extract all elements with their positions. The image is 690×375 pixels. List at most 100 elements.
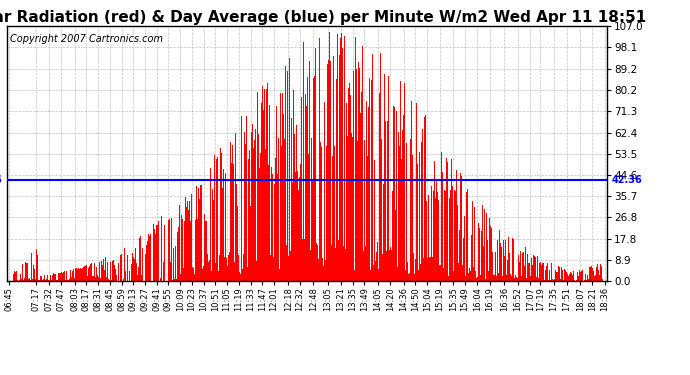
Bar (554, 279, 555, 281)
Bar (548, 280, 549, 281)
Bar (494, 275, 495, 281)
Bar (507, 260, 508, 281)
Bar (50, 275, 51, 281)
Bar (303, 42, 304, 281)
Bar (342, 48, 343, 281)
Bar (557, 273, 558, 281)
Bar (94, 266, 95, 281)
Bar (39, 280, 40, 281)
Bar (380, 53, 381, 281)
Bar (478, 223, 479, 281)
Bar (398, 132, 399, 281)
Bar (335, 82, 336, 281)
Bar (297, 171, 298, 281)
Bar (427, 258, 428, 281)
Bar (147, 242, 148, 281)
Bar (564, 269, 565, 281)
Bar (350, 95, 351, 281)
Bar (114, 253, 115, 281)
Bar (186, 207, 187, 281)
Bar (324, 265, 326, 281)
Bar (173, 248, 174, 281)
Bar (96, 267, 97, 281)
Bar (123, 279, 124, 281)
Bar (308, 61, 310, 281)
Bar (567, 274, 569, 281)
Bar (573, 271, 574, 281)
Bar (133, 258, 134, 281)
Bar (86, 265, 87, 281)
Bar (443, 268, 444, 281)
Bar (330, 110, 331, 281)
Bar (392, 91, 393, 281)
Bar (577, 272, 578, 281)
Bar (73, 269, 75, 281)
Bar (368, 107, 369, 281)
Bar (141, 275, 142, 281)
Bar (387, 121, 388, 281)
Bar (92, 276, 94, 281)
Bar (440, 265, 441, 281)
Bar (259, 168, 260, 281)
Bar (49, 280, 50, 281)
Bar (365, 246, 366, 281)
Bar (510, 278, 511, 281)
Bar (514, 278, 515, 281)
Bar (84, 266, 85, 281)
Bar (337, 34, 338, 281)
Bar (229, 252, 230, 281)
Bar (546, 280, 547, 281)
Bar (310, 250, 311, 281)
Bar (424, 117, 425, 281)
Bar (535, 255, 536, 281)
Bar (158, 221, 159, 281)
Bar (464, 216, 465, 281)
Bar (67, 280, 68, 281)
Bar (408, 274, 409, 281)
Bar (451, 159, 452, 281)
Bar (596, 267, 597, 281)
Bar (279, 270, 280, 281)
Bar (457, 263, 459, 281)
Bar (538, 278, 539, 281)
Bar (251, 132, 252, 281)
Bar (339, 38, 341, 281)
Bar (397, 267, 398, 281)
Bar (68, 280, 69, 281)
Bar (189, 201, 190, 281)
Bar (463, 238, 464, 281)
Bar (506, 275, 507, 281)
Bar (473, 228, 475, 281)
Bar (80, 268, 81, 281)
Bar (492, 252, 493, 281)
Bar (35, 279, 36, 281)
Bar (565, 270, 566, 281)
Bar (559, 267, 560, 281)
Bar (433, 190, 434, 281)
Bar (404, 83, 405, 281)
Bar (414, 274, 415, 281)
Bar (389, 250, 390, 281)
Bar (530, 276, 531, 281)
Bar (428, 195, 429, 281)
Bar (226, 258, 227, 281)
Bar (219, 255, 220, 281)
Bar (406, 262, 408, 281)
Bar (550, 280, 551, 281)
Bar (467, 189, 468, 281)
Bar (488, 271, 489, 281)
Bar (202, 268, 204, 281)
Bar (22, 264, 23, 281)
Bar (103, 259, 104, 281)
Bar (311, 138, 312, 281)
Bar (205, 221, 206, 281)
Bar (601, 266, 602, 281)
Bar (164, 225, 165, 281)
Bar (543, 263, 544, 281)
Bar (444, 190, 445, 281)
Bar (522, 253, 523, 281)
Bar (500, 243, 502, 281)
Bar (81, 269, 82, 281)
Bar (263, 110, 264, 281)
Bar (498, 273, 499, 281)
